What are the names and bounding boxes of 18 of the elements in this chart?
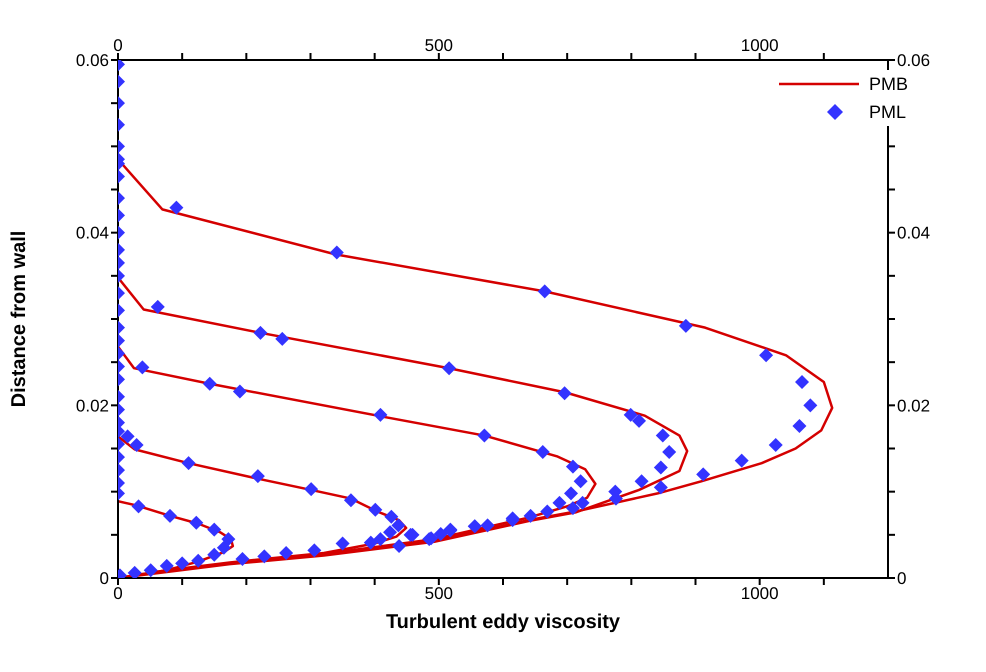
- y2-tick-label: 0.02: [897, 396, 930, 416]
- y-tick-label: 0.06: [76, 51, 109, 70]
- x2-tick-label: 0: [113, 584, 123, 604]
- y2-tick-label: 0.06: [897, 51, 930, 70]
- x2-tick-label: 500: [424, 584, 454, 604]
- x-tick-label: 1000: [740, 36, 779, 55]
- y2-tick-label: 0: [897, 569, 906, 588]
- x-tick-label: 0: [113, 36, 123, 55]
- y-tick-label: 0: [100, 569, 109, 588]
- x-axis-title: Turbulent eddy viscosity: [386, 611, 621, 633]
- y2-tick-label: 0.04: [897, 224, 930, 243]
- y-tick-label: 0.04: [76, 224, 109, 243]
- legend-label: PML: [868, 102, 906, 122]
- x2-tick-label: 1000: [740, 584, 779, 604]
- y-tick-label: 0.02: [76, 396, 109, 416]
- legend-label: PMB: [868, 74, 908, 94]
- x-tick-label: 500: [424, 36, 454, 55]
- y-axis-title: Distance from wall: [8, 230, 30, 408]
